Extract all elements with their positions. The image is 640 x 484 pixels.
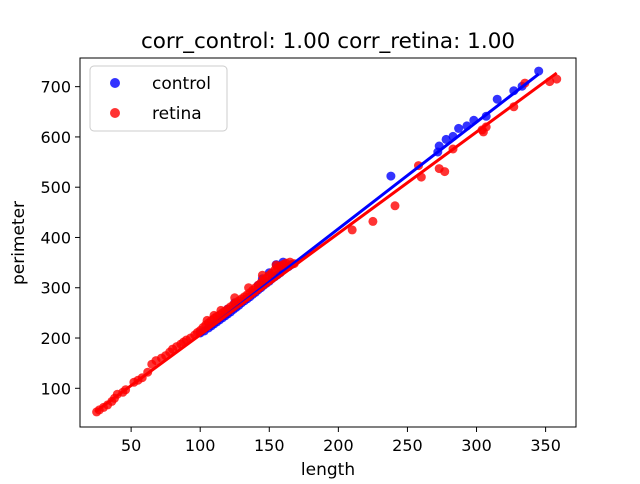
legend-marker-control [110, 78, 120, 88]
data-point-retina [202, 315, 212, 325]
y-axis-label: perimeter [9, 201, 29, 285]
x-tick-label: 300 [461, 436, 492, 455]
chart-title: corr_control: 1.00 corr_retina: 1.00 [141, 29, 515, 54]
data-marks [92, 66, 562, 417]
plot-frame [79, 57, 577, 428]
data-point-retina [257, 270, 267, 280]
data-point-retina [244, 283, 254, 293]
y-tick-label: 500 [40, 178, 71, 197]
legend-marker-retina [110, 108, 120, 118]
data-point-retina [216, 305, 226, 315]
x-tick-label: 50 [121, 436, 141, 455]
y-tick-label: 200 [40, 329, 71, 348]
data-point-retina [209, 310, 219, 320]
y-tick-label: 100 [40, 379, 71, 398]
data-point-retina [230, 293, 240, 303]
x-tick-label: 100 [185, 436, 216, 455]
y-axis: 100 200 300 400 500 600 700 [40, 78, 80, 398]
data-point-control [454, 123, 464, 133]
data-point-retina [271, 260, 281, 270]
data-point-control [492, 94, 502, 104]
y-tick-label: 600 [40, 128, 71, 147]
data-point-control [386, 171, 396, 181]
legend: control retina [89, 65, 228, 132]
x-tick-label: 350 [530, 436, 561, 455]
data-point-control [441, 134, 451, 144]
data-point-retina [347, 225, 357, 235]
x-axis: 50 100 150 200 250 300 350 [121, 427, 561, 455]
y-tick-label: 300 [40, 279, 71, 298]
y-tick-label: 700 [40, 78, 71, 97]
legend-label-retina: retina [152, 104, 202, 124]
x-tick-label: 150 [254, 436, 285, 455]
x-tick-label: 250 [392, 436, 423, 455]
x-axis-label: length [301, 460, 355, 480]
legend-label-control: control [152, 74, 211, 94]
data-point-retina [390, 201, 400, 211]
legend-box [89, 65, 228, 132]
y-tick-label: 400 [40, 228, 71, 247]
regression-line-retina [94, 71, 558, 414]
data-point-retina [440, 167, 450, 177]
data-point-retina [368, 216, 378, 226]
data-point-control [534, 66, 544, 76]
x-tick-label: 200 [323, 436, 354, 455]
data-point-retina [552, 74, 562, 84]
